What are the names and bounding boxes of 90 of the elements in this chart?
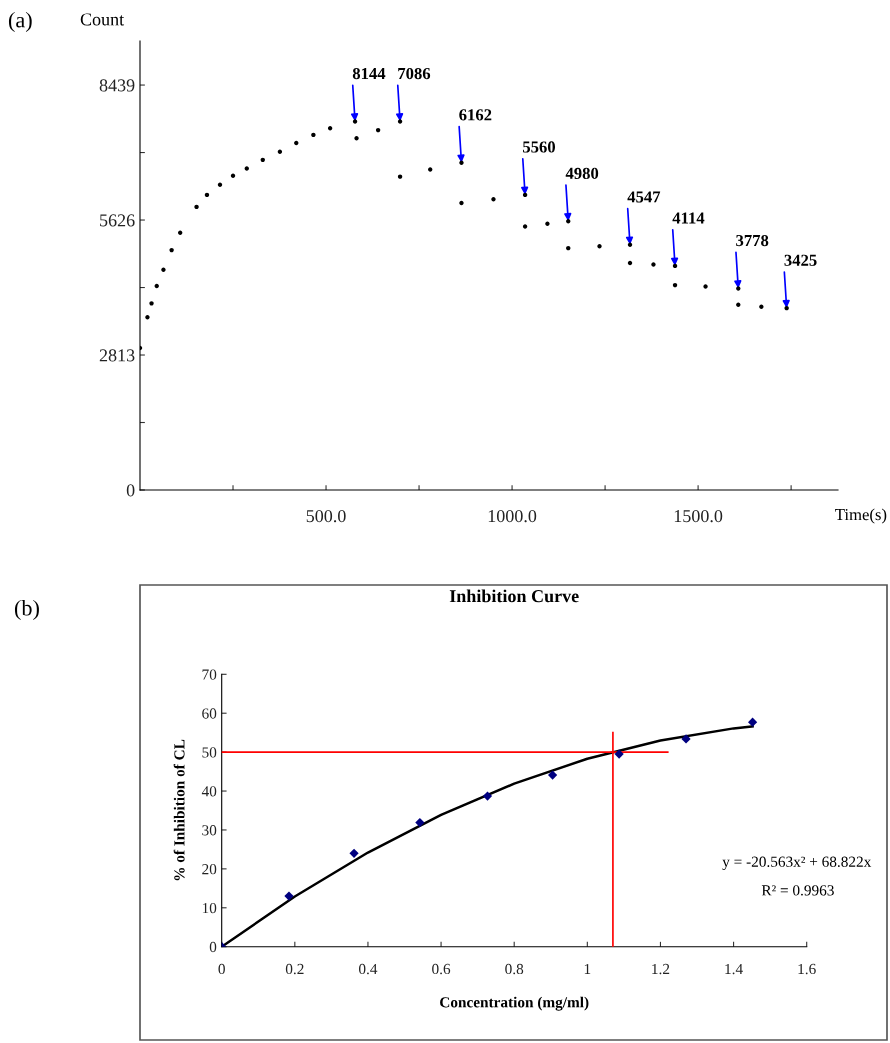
annotation: 6162 [459,109,492,121]
point [482,791,493,801]
point [614,749,624,759]
point [397,174,403,179]
text: (a) [8,11,32,33]
point [154,283,159,289]
point [547,770,558,780]
y-tick-label: 2813 [99,349,135,362]
point [545,221,550,226]
y-tick-label: 8439 [99,79,135,92]
annotation: 4980 [565,167,599,180]
point [672,263,678,269]
x-axis-title: Concentration (mg/ml) [440,996,589,1011]
point [491,197,496,202]
point [397,119,403,124]
point [736,302,741,307]
x-tick-label: 1 [584,963,591,974]
x-tick-label: 0.2 [285,963,304,975]
point [597,244,602,249]
y-tick-label: 60 [202,708,217,719]
annotation: 7086 [398,67,431,80]
point [260,157,265,163]
y-tick-label: 0 [126,484,135,497]
x-tick-label: 1500.0 [674,509,723,523]
point [681,734,691,744]
x-tick-label: 1.6 [798,963,816,975]
point [354,136,359,141]
point [522,224,528,229]
y-tick-label: 5626 [100,214,135,227]
y-axis-title: % of Inhibition of CL [173,739,185,881]
point [627,242,633,247]
point [566,245,571,251]
x-tick-label: 0.4 [358,963,378,975]
point [327,125,333,131]
point [177,230,183,235]
annotation: 4547 [627,191,661,203]
point [522,192,528,198]
point [415,817,425,828]
point [747,717,758,727]
y-tick-label: 40 [201,786,217,797]
point [311,132,316,138]
annotation: 4114 [672,212,705,224]
x-axis-title: Time(s) [835,508,887,524]
point [459,200,464,206]
x-tick-label: 1000.0 [488,509,537,523]
point [375,127,381,133]
point [651,262,656,267]
x-tick-label: 1.2 [652,963,670,975]
point [145,315,150,320]
x-tick-label: 0.6 [432,963,451,975]
y-axis-title: Count [80,13,125,26]
point [784,305,789,311]
point [149,301,154,306]
point [194,204,199,210]
y-tick-label: 20 [202,864,217,875]
point [428,167,433,172]
x-tick-label: 1.4 [725,963,743,975]
point [277,149,283,154]
point [294,140,299,146]
annotation: 3778 [736,234,769,247]
point [736,286,741,291]
y-tick-label: 0 [209,941,217,953]
text: (b) [14,599,39,621]
point [566,219,571,224]
point [169,247,174,253]
point [349,848,359,858]
annotation: 5560 [522,141,556,153]
annotation: 3425 [784,254,817,266]
point [244,166,249,171]
chart-title: Inhibition Curve [449,589,579,603]
point [230,173,236,178]
point [161,267,166,272]
x-tick-label: 500.0 [306,509,346,523]
point [627,260,633,266]
x-tick-label: 0.8 [505,963,524,975]
point [204,192,210,198]
point [284,891,294,901]
y-tick-label: 30 [202,825,217,836]
y-tick-label: 10 [202,902,217,914]
annotation: y = -20.563x² + 68.822x [722,856,872,870]
point [672,282,678,288]
point [217,182,223,188]
y-tick-label: 50 [202,747,217,758]
annotation: 8144 [352,67,386,80]
y-tick-label: 70 [202,669,217,680]
x-tick-label: 0 [218,963,225,975]
point [352,119,358,124]
point [759,304,764,309]
point [459,160,464,165]
annotation: R² = 0.9963 [761,885,834,896]
